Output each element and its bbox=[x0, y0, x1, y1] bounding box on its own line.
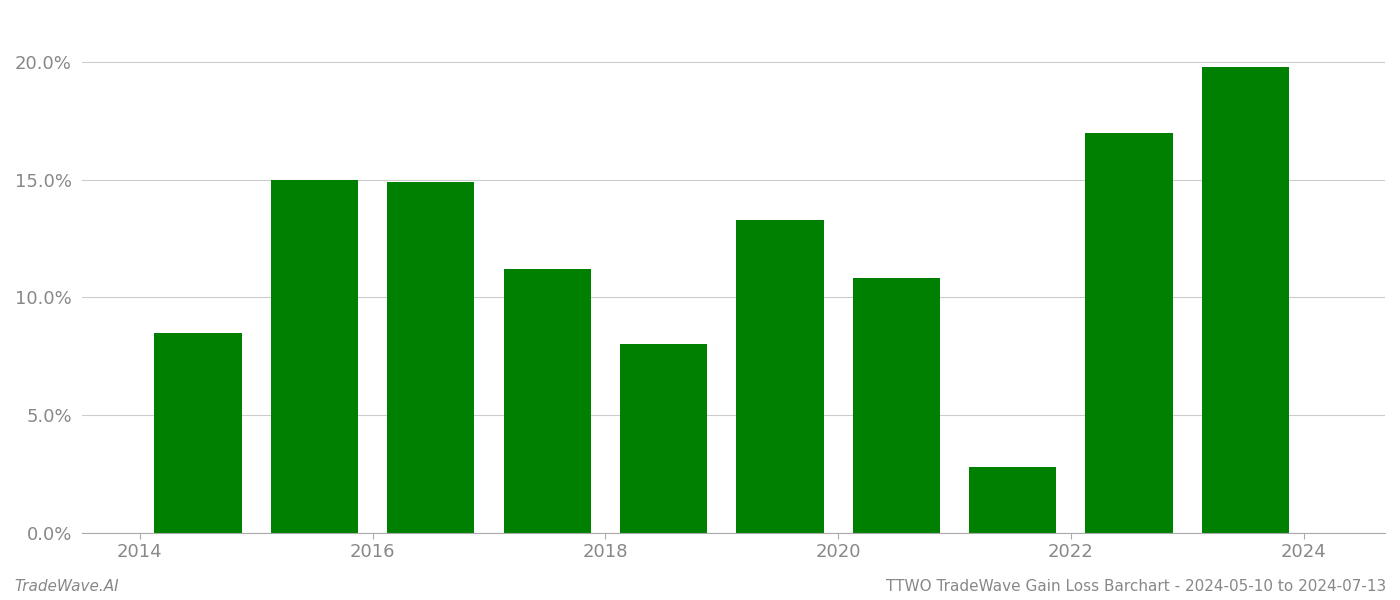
Bar bbox=[388, 182, 475, 533]
Bar bbox=[154, 332, 242, 533]
Text: TradeWave.AI: TradeWave.AI bbox=[14, 579, 119, 594]
Bar bbox=[853, 278, 939, 533]
Bar bbox=[270, 179, 358, 533]
Bar bbox=[504, 269, 591, 533]
Bar bbox=[1201, 67, 1289, 533]
Bar bbox=[969, 467, 1056, 533]
Bar bbox=[620, 344, 707, 533]
Text: TTWO TradeWave Gain Loss Barchart - 2024-05-10 to 2024-07-13: TTWO TradeWave Gain Loss Barchart - 2024… bbox=[886, 579, 1386, 594]
Bar bbox=[1085, 133, 1173, 533]
Bar bbox=[736, 220, 823, 533]
